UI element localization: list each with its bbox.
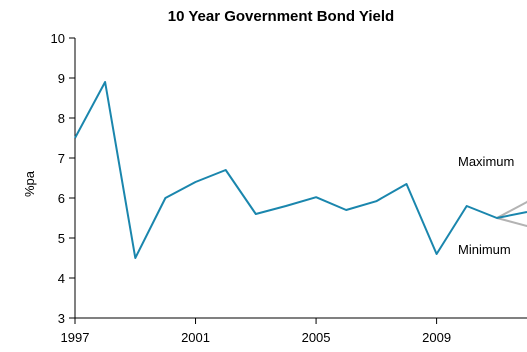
- series-line-range-1: [496, 200, 527, 219]
- x-tick-label: 2005: [302, 330, 331, 345]
- maximum-label: Maximum: [458, 154, 514, 169]
- y-tick-label: 8: [58, 111, 65, 126]
- y-axis-label: %pa: [22, 170, 37, 197]
- y-tick-label: 10: [51, 31, 65, 46]
- series-line-actual: [74, 81, 527, 259]
- y-ticks: 3 4 5 6 7 8 9 10: [51, 31, 75, 326]
- series-line-range-2: [496, 217, 527, 227]
- minimum-label: Minimum: [458, 242, 511, 257]
- x-tick-label: 1997: [61, 330, 90, 345]
- y-tick-label: 7: [58, 151, 65, 166]
- y-tick-label: 5: [58, 231, 65, 246]
- x-tick-label: 2009: [422, 330, 451, 345]
- x-ticks: 1997 2001 2005 2009: [61, 318, 451, 345]
- y-tick-label: 6: [58, 191, 65, 206]
- x-tick-label: 2001: [181, 330, 210, 345]
- y-tick-label: 3: [58, 311, 65, 326]
- chart-title: 10 Year Government Bond Yield: [168, 8, 394, 25]
- y-tick-label: 9: [58, 71, 65, 86]
- y-tick-label: 4: [58, 271, 65, 286]
- series-lines: [74, 81, 527, 259]
